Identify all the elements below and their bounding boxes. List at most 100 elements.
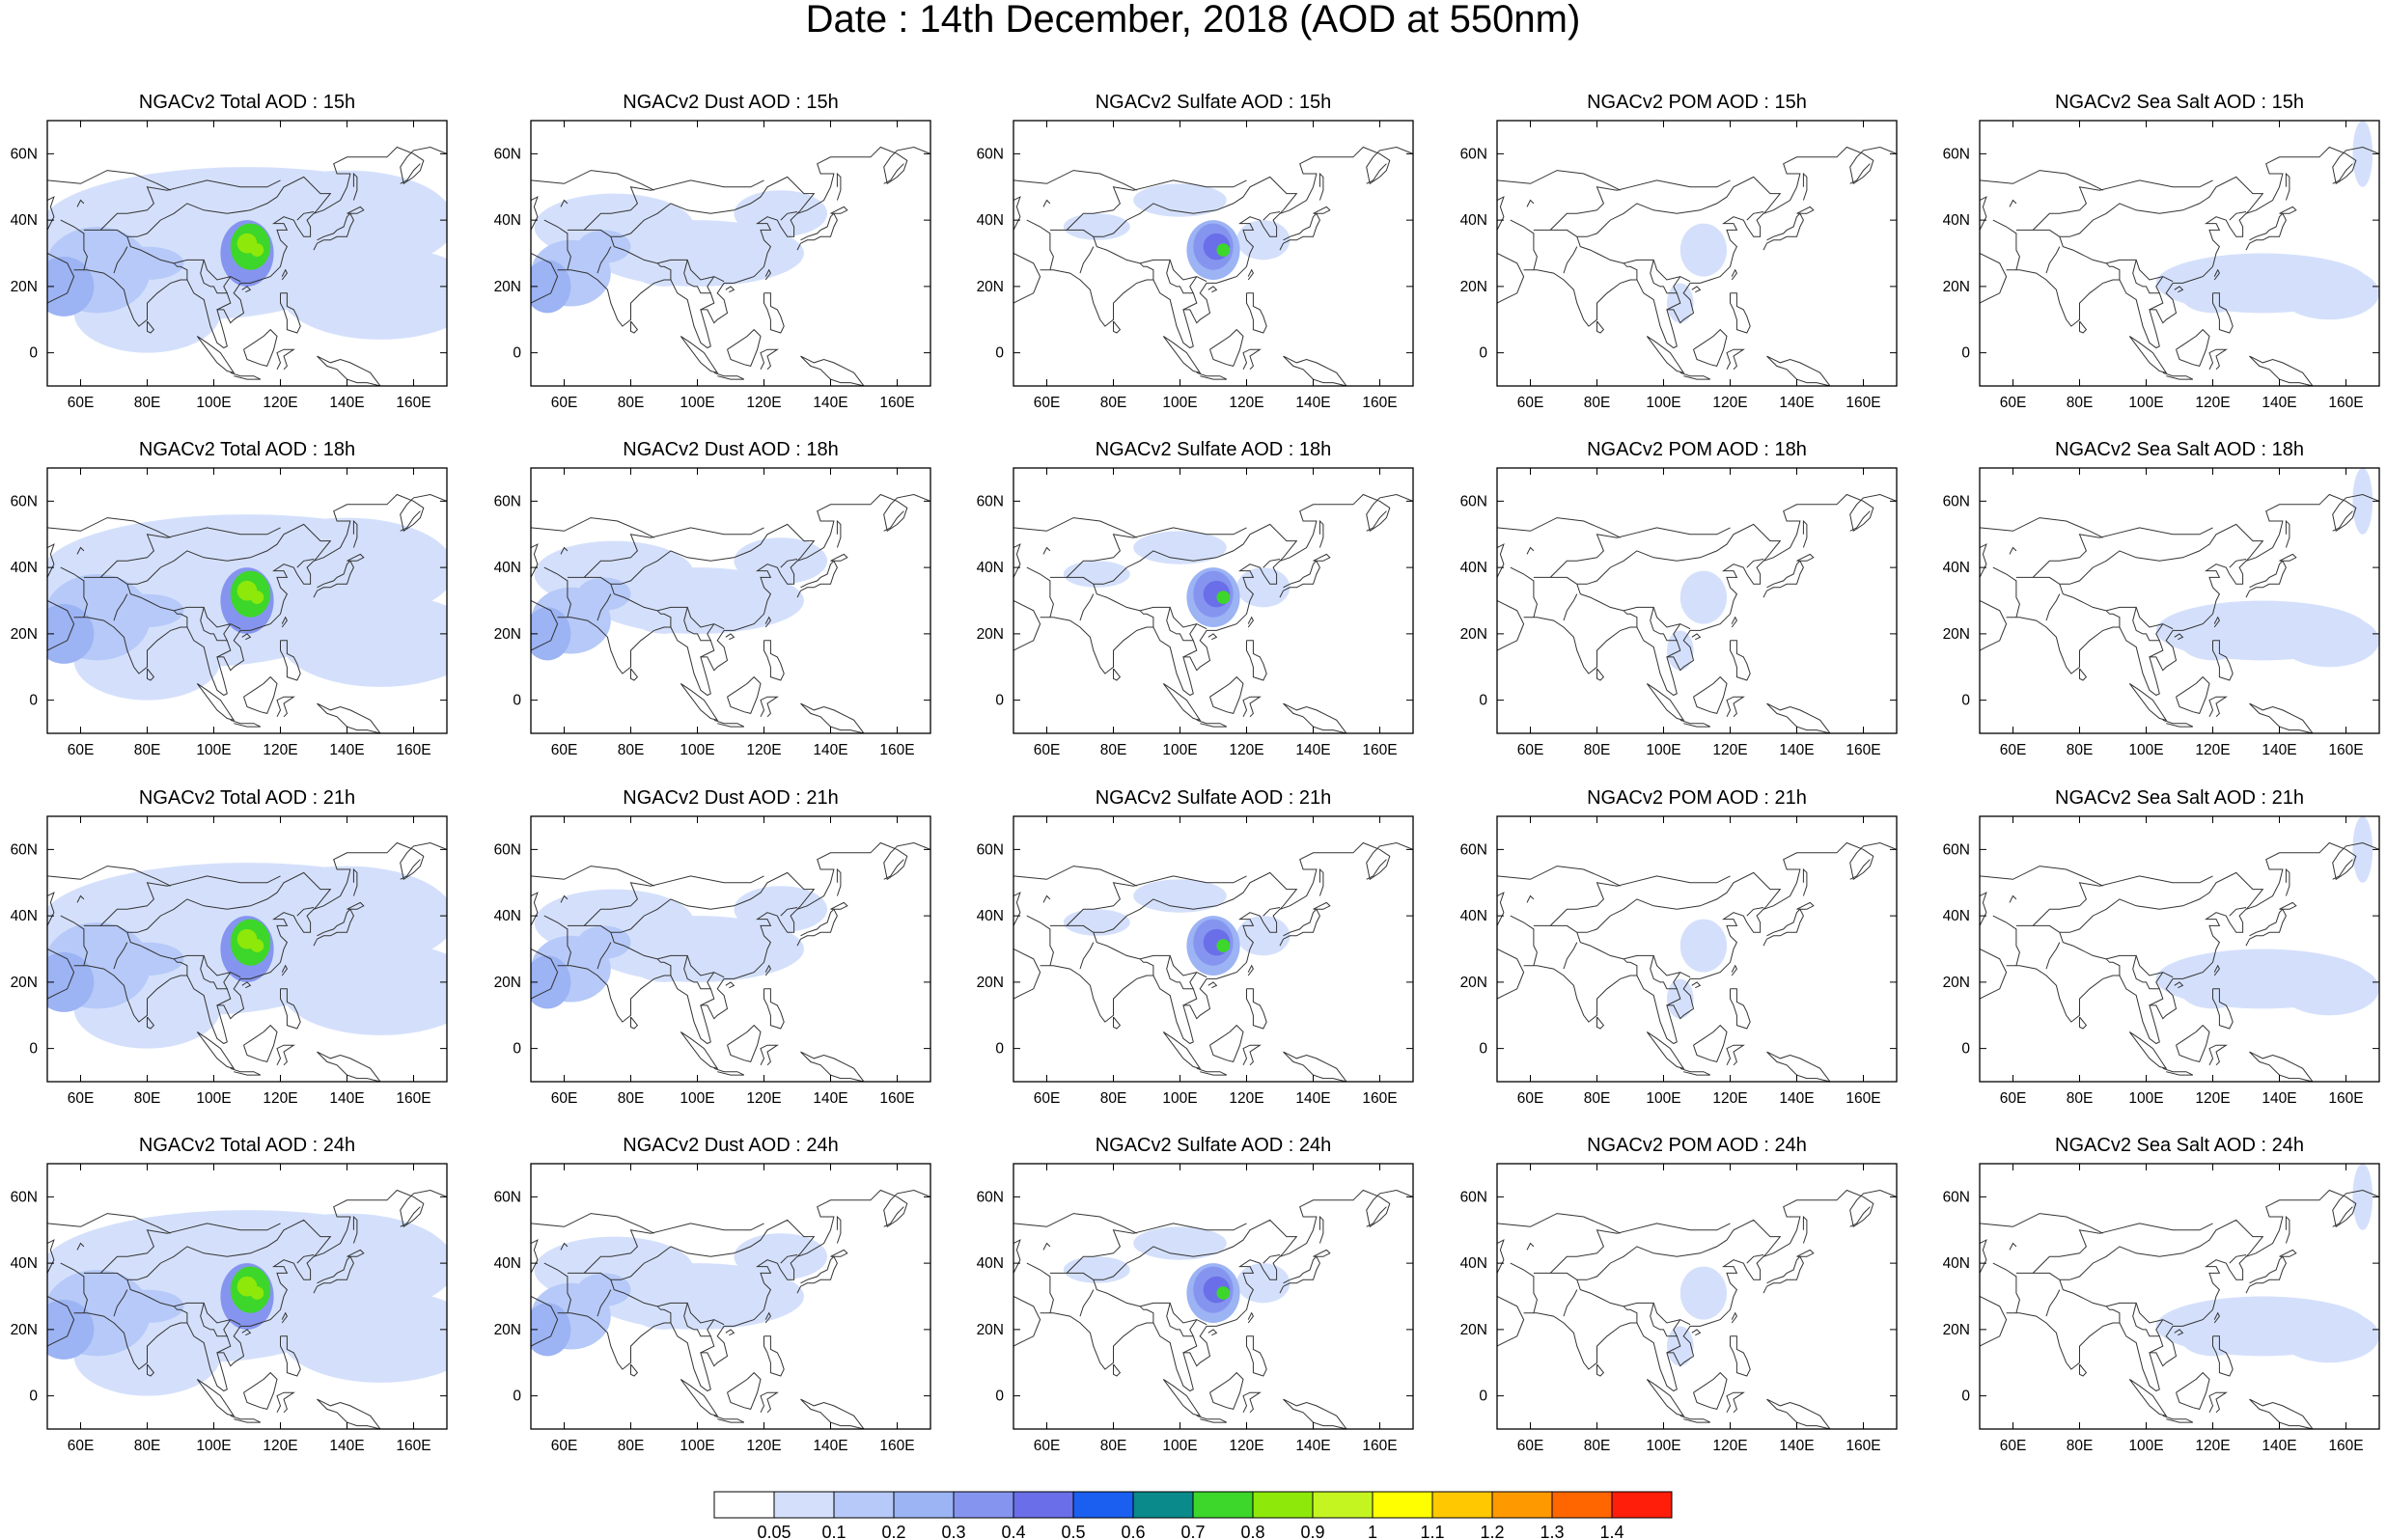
coastline: [707, 623, 715, 642]
coastline: [2176, 328, 2210, 367]
coastline: [2245, 212, 2287, 251]
coastline: [1623, 958, 1638, 976]
coastline: [543, 219, 571, 270]
coastline: [2015, 229, 2174, 283]
coastline: [883, 1206, 904, 1227]
y-tick-label: 40N: [494, 212, 521, 229]
colorbar-swatch: [773, 1491, 835, 1519]
coastline: [764, 268, 771, 281]
coastline: [531, 170, 654, 191]
y-tick-label: 60N: [494, 146, 521, 162]
coastline: [557, 841, 930, 1045]
aod-cell: [2279, 614, 2379, 668]
coastline: [352, 519, 358, 548]
coastline: [60, 915, 88, 966]
x-tick-label: 80E: [618, 742, 645, 758]
coastline: [1013, 170, 1137, 191]
y-tick-label: 40N: [494, 1255, 521, 1272]
x-tick-label: 100E: [680, 395, 714, 411]
y-tick-label: 0: [29, 345, 38, 362]
coastline: [597, 593, 612, 621]
x-tick-label: 80E: [2067, 1090, 2094, 1107]
coastline: [1691, 633, 1702, 641]
y-tick-label: 60N: [1943, 1189, 1970, 1205]
x-tick-label: 100E: [2128, 742, 2163, 758]
coastline: [1646, 335, 1685, 374]
coastline: [1497, 543, 1505, 578]
map-panel: NGACv2 POM AOD : 21h 60E 80E 100E 120E 140E 16…: [1460, 787, 1898, 1107]
y-tick-label: 20N: [977, 975, 1004, 991]
map-panel: NGACv2 Sea Salt AOD : 15h 60E 80E 100E 120E 1…: [1943, 92, 2380, 411]
coastline: [1113, 668, 1122, 681]
x-tick-label: 140E: [329, 1090, 364, 1107]
coastline: [1679, 1415, 1711, 1423]
coastline: [1802, 519, 1808, 548]
x-tick-label: 80E: [1584, 1090, 1611, 1107]
y-tick-label: 0: [1479, 693, 1487, 709]
coastline: [656, 262, 672, 280]
coastline: [1766, 702, 1831, 733]
coastlines: [1497, 493, 1897, 733]
coastline: [113, 593, 128, 621]
coastlines: [531, 493, 930, 733]
aod-cell: [531, 955, 571, 1009]
coastline: [47, 892, 55, 926]
coastline: [1196, 719, 1228, 728]
coastline: [2132, 260, 2164, 311]
y-tick-label: 40N: [1943, 1255, 1970, 1272]
y-tick-label: 40N: [977, 212, 1004, 229]
x-tick-label: 120E: [1229, 1438, 1263, 1454]
coastline: [347, 1249, 365, 1257]
coastline: [147, 320, 155, 334]
coastline: [2174, 981, 2184, 989]
coastline: [1650, 607, 1681, 658]
aod-cell: [577, 230, 631, 263]
coastline: [1731, 1311, 1737, 1324]
x-tick-label: 140E: [2262, 1090, 2296, 1107]
coastline: [223, 276, 232, 294]
coastline: [2213, 616, 2220, 628]
coastline: [1730, 640, 1751, 681]
coastline: [1762, 560, 1804, 598]
coastline: [1026, 915, 1054, 966]
coastline: [147, 1363, 155, 1377]
coastline: [223, 972, 232, 990]
coastline: [830, 206, 848, 214]
x-tick-label: 140E: [1295, 395, 1330, 411]
x-tick-label: 120E: [263, 395, 297, 411]
coastline: [147, 1016, 155, 1030]
aod-cell: [1133, 879, 1227, 913]
coastline: [1263, 907, 1281, 917]
coastline: [760, 1044, 779, 1066]
coastline: [1013, 543, 1021, 578]
coastline: [1650, 955, 1681, 1006]
coastline: [2332, 510, 2353, 532]
coastline: [47, 1213, 171, 1234]
colorbar-swatch: [1551, 1491, 1613, 1519]
y-tick-label: 40N: [1943, 560, 1970, 576]
coastlines: [47, 1189, 447, 1429]
coastline: [1730, 292, 1751, 334]
x-tick-label: 100E: [1162, 395, 1197, 411]
x-tick-label: 120E: [263, 742, 297, 758]
coastline: [543, 915, 571, 966]
coastline: [1196, 371, 1228, 380]
panel-frame: [530, 120, 931, 387]
y-tick-label: 0: [1961, 1389, 1970, 1405]
y-tick-label: 60N: [1943, 493, 1970, 509]
coastline: [60, 219, 88, 270]
coastline: [1040, 1189, 1413, 1392]
panel-title: NGACv2 Sea Salt AOD : 15h: [2055, 92, 2304, 113]
coastline: [630, 1363, 639, 1377]
coastline: [1166, 607, 1198, 658]
coastline: [1013, 600, 1041, 651]
coastlines: [531, 146, 930, 386]
x-tick-label: 100E: [1162, 1090, 1197, 1107]
coastline: [83, 924, 241, 978]
coastline: [1980, 170, 2103, 191]
coastline: [1549, 179, 1731, 231]
coastline: [1980, 1296, 2008, 1347]
coastline: [531, 892, 539, 926]
x-tick-label: 140E: [813, 395, 847, 411]
x-tick-label: 140E: [329, 742, 364, 758]
